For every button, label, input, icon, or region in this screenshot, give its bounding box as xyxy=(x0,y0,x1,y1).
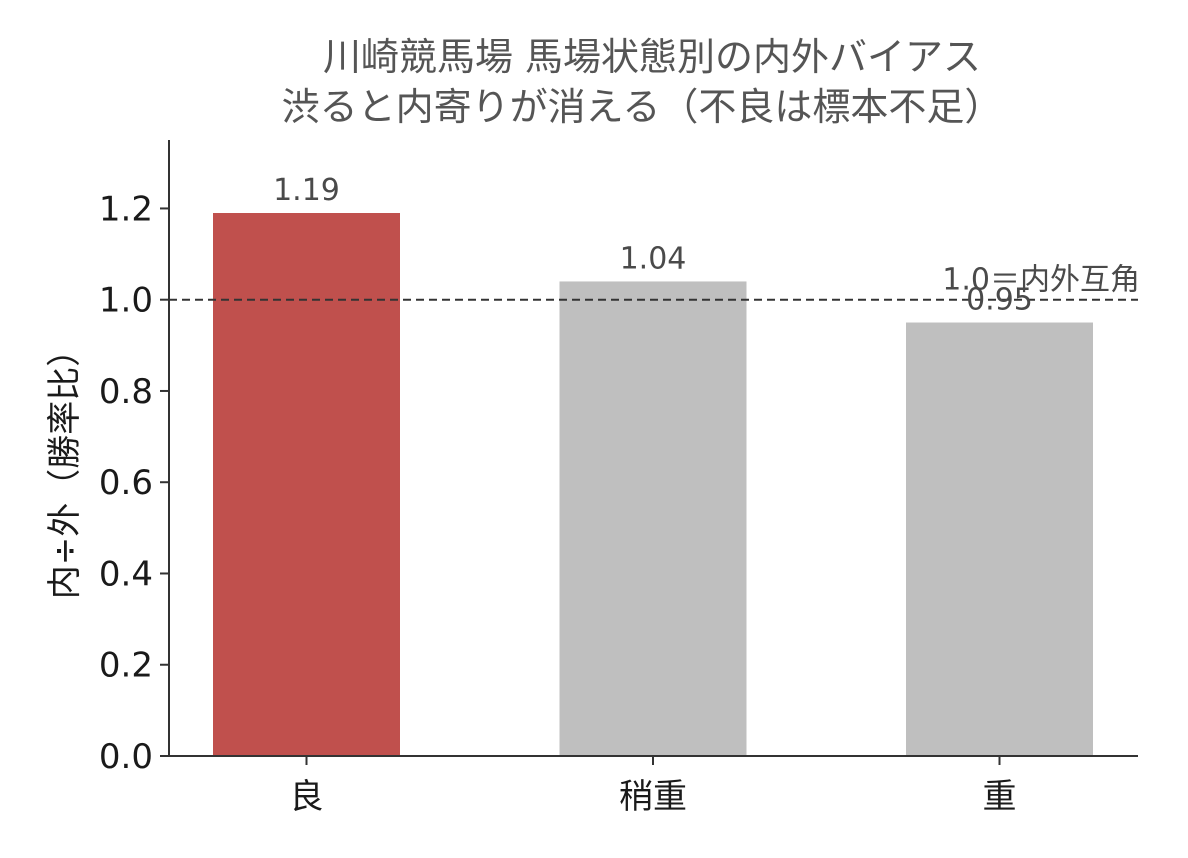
bar-3 xyxy=(906,322,1093,756)
y-tick-label-1: 0.0 xyxy=(99,737,153,777)
y-tick-label-7: 1.2 xyxy=(99,189,153,229)
bar-2 xyxy=(559,281,747,756)
reference-line-label: 1.0＝内外互角 xyxy=(942,263,1140,298)
y-tick-label-6: 1.0 xyxy=(99,281,153,321)
y-axis-title: 内÷外（勝率比） xyxy=(45,333,85,600)
chart-subtitle: 渋ると内寄りが消える（不良は標本不足） xyxy=(282,85,1003,129)
bar-value-label-1: 1.19 xyxy=(273,173,340,208)
plot-area: 1.19 1.04 0.951.0＝内外互角 0.0 0.2 0.4 0.6 0.8 1.0 1.… xyxy=(99,140,1140,817)
y-tick-label-3: 0.4 xyxy=(99,554,153,594)
y-tick-label-5: 0.8 xyxy=(99,372,153,412)
bar-value-label-3: 0.95 xyxy=(966,283,1033,318)
y-tick-label-2: 0.2 xyxy=(99,646,153,686)
x-tick-label-2: 稍重 xyxy=(619,777,687,817)
bar-1 xyxy=(213,213,400,757)
bar-value-label-2: 1.04 xyxy=(620,241,687,276)
chart-title: 川崎競馬場 馬場状態別の内外バイアス xyxy=(323,35,981,79)
x-tick-label-1: 良 xyxy=(290,777,324,817)
y-tick-label-4: 0.6 xyxy=(99,463,153,503)
x-tick-label-3: 重 xyxy=(983,777,1017,817)
